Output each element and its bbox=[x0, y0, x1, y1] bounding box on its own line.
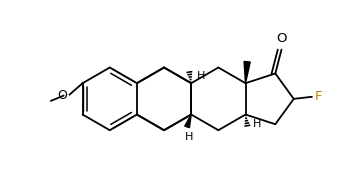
Text: H: H bbox=[253, 119, 261, 129]
Polygon shape bbox=[244, 62, 250, 83]
Text: H: H bbox=[185, 132, 193, 142]
Text: O: O bbox=[57, 89, 67, 102]
Text: H: H bbox=[197, 71, 205, 81]
Text: O: O bbox=[276, 33, 287, 45]
Polygon shape bbox=[185, 114, 191, 128]
Text: F: F bbox=[315, 90, 323, 103]
